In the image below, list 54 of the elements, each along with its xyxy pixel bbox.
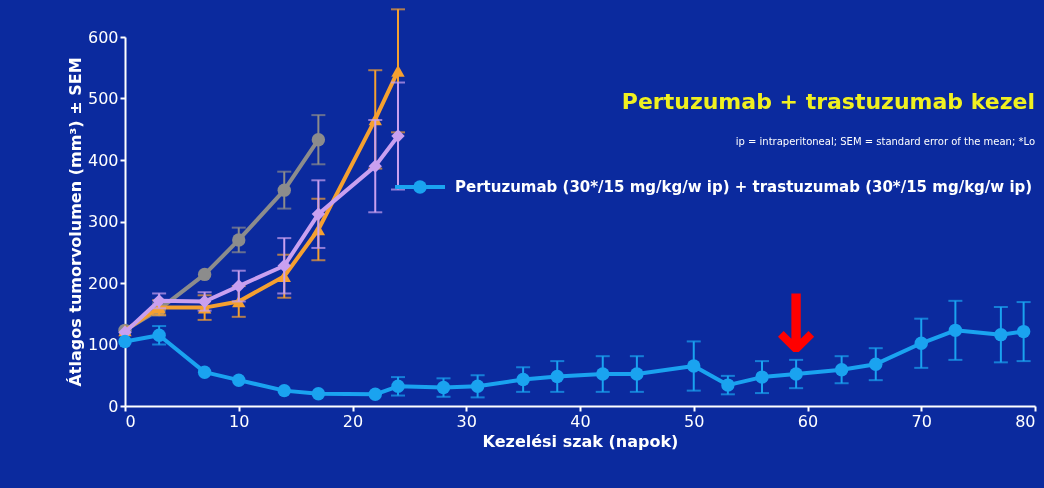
- point: [687, 359, 701, 373]
- y-tick-label: 400: [87, 150, 119, 170]
- point: [197, 365, 212, 379]
- text: Pertuzumab + trastuzumab kezel: [621, 89, 1035, 114]
- point: [994, 327, 1008, 342]
- x-tick-label: 10: [229, 411, 250, 431]
- point: [232, 279, 246, 293]
- point: [948, 323, 963, 338]
- legend-label: Pertuzumab (30*/15 mg/kg/w ip) + trastuzumab (30*/15 mg/kg/w ip): [455, 178, 1033, 196]
- point: [1016, 324, 1031, 339]
- point: [232, 373, 246, 387]
- point: [470, 379, 485, 394]
- point: [277, 183, 291, 197]
- point: [721, 378, 735, 392]
- point: [391, 129, 405, 143]
- x-tick-label: 80: [1015, 411, 1036, 431]
- annotation: ↓: [762, 278, 830, 372]
- x-axis-title: Kezelési szak (napok): [482, 431, 679, 451]
- point: [391, 65, 405, 77]
- point: [232, 233, 246, 247]
- point: [834, 363, 849, 377]
- y-tick-label: 500: [87, 89, 119, 108]
- point: [311, 133, 326, 147]
- point: [755, 370, 769, 384]
- point: [368, 159, 382, 173]
- point: [368, 387, 382, 402]
- point: [311, 387, 326, 401]
- point: [550, 369, 564, 384]
- point: [152, 328, 166, 342]
- x-tick-label: 20: [342, 411, 364, 431]
- y-tick-label: 200: [87, 273, 119, 293]
- y-tick-label: 300: [87, 212, 119, 231]
- x-tick-label: 30: [456, 411, 477, 431]
- x-tick-label: 0: [125, 411, 136, 431]
- x-tick-label: 70: [911, 411, 932, 431]
- point: [914, 336, 928, 350]
- point: [197, 267, 212, 282]
- point: [277, 383, 291, 398]
- y-tick-label: 600: [87, 27, 119, 47]
- point: [277, 259, 291, 273]
- point: [869, 357, 883, 371]
- y-axis-title: Átlagos tumorvolumen (mm³) ± SEM: [65, 57, 85, 387]
- x-tick-label: 40: [570, 411, 591, 431]
- point: [118, 334, 132, 349]
- point: [630, 367, 644, 381]
- point: [311, 207, 326, 221]
- x-tick-label: 60: [797, 411, 819, 431]
- y-tick-label: 0: [108, 396, 119, 416]
- point: [516, 372, 530, 387]
- point: [789, 367, 803, 381]
- y-tick-label: 100: [87, 335, 119, 354]
- x-tick-label: 50: [684, 411, 705, 431]
- annotation: ip = intraperitoneal; SEM = standard error of the mean; *Lo: [735, 136, 1035, 147]
- point: [596, 367, 610, 381]
